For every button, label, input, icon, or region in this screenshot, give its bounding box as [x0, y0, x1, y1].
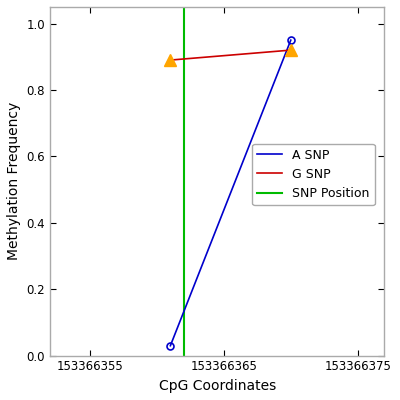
Y-axis label: Methylation Frequency: Methylation Frequency [7, 102, 21, 260]
Legend: A SNP, G SNP, SNP Position: A SNP, G SNP, SNP Position [252, 144, 375, 205]
X-axis label: CpG Coordinates: CpG Coordinates [158, 379, 276, 393]
